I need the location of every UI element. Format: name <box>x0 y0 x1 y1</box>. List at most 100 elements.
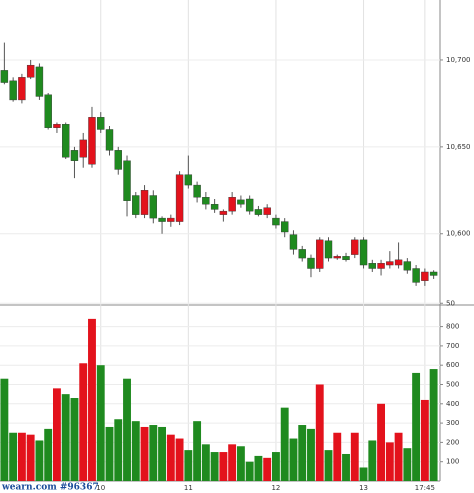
candle-body <box>307 257 315 269</box>
watermark: wearn.com #96367 <box>1 483 99 493</box>
volume-bar <box>403 448 412 481</box>
y-tick-label: 600 <box>446 361 459 369</box>
candle-body <box>280 221 289 233</box>
candle-body <box>9 80 17 101</box>
volume-bar <box>105 426 114 481</box>
candle-body <box>149 195 158 219</box>
volume-bar <box>0 378 9 481</box>
x-tick-label: 11 <box>184 484 193 492</box>
candle-body <box>97 117 105 130</box>
candle-body <box>394 259 403 266</box>
volume-bar <box>280 407 289 481</box>
volume-bar <box>377 403 386 481</box>
volume-bar <box>35 440 44 481</box>
x-tick-label: 13 <box>359 484 368 492</box>
volume-bar <box>123 378 131 481</box>
volume-bar <box>88 318 96 481</box>
volume-bar <box>315 384 324 481</box>
volume-bar <box>263 457 272 481</box>
volume-bar <box>342 453 350 481</box>
x-tick-label: 12 <box>271 484 280 492</box>
candle-body <box>219 210 228 215</box>
candle-body <box>140 190 149 215</box>
x-tick-label: 10 <box>96 484 105 492</box>
volume-bar <box>79 363 88 481</box>
volume-bar <box>368 440 377 481</box>
candle-body <box>18 77 26 101</box>
candle-body <box>184 174 193 186</box>
volume-bar <box>254 455 263 481</box>
volume-bar <box>26 434 35 481</box>
candle-body <box>35 66 44 97</box>
candle-body <box>254 209 263 215</box>
volume-bar <box>333 432 342 481</box>
y-tick-label: 500 <box>446 380 459 388</box>
volume-bar <box>359 467 368 481</box>
volume-bar <box>385 442 394 481</box>
x-tick-label: 17:45 <box>415 484 435 492</box>
candle-body <box>316 239 324 269</box>
candle-body <box>421 271 429 281</box>
candle-body <box>263 207 271 215</box>
candle-body <box>403 261 412 271</box>
volume-bar <box>289 438 298 481</box>
volume-bar <box>114 419 123 481</box>
volume-bar <box>394 432 403 481</box>
volume-bar <box>210 452 219 481</box>
candle-body <box>245 198 254 212</box>
candle-body <box>228 197 236 212</box>
y-tick-label: 10,600 <box>446 230 471 238</box>
candle-body <box>105 129 114 151</box>
volume-bar <box>298 425 307 481</box>
volume-bar <box>193 421 202 481</box>
volume-bar <box>96 365 105 481</box>
candle-body <box>210 204 219 210</box>
candle-body <box>44 94 52 128</box>
y-tick-label: 10,650 <box>446 143 471 151</box>
y-tick-label: 200 <box>446 438 459 446</box>
candle-body <box>123 160 131 201</box>
volume-bar <box>52 388 61 481</box>
candle-body <box>359 239 368 266</box>
candle-body <box>88 117 96 165</box>
candle-body <box>289 234 298 250</box>
candle-body <box>377 263 385 269</box>
volume-bar <box>70 398 79 481</box>
volume-bar <box>166 434 175 481</box>
candle-body <box>342 256 350 261</box>
volume-bar <box>324 450 333 481</box>
volume-bar <box>350 432 359 481</box>
candle-body <box>175 174 184 222</box>
candle-body <box>412 268 420 283</box>
candle-body <box>237 199 245 205</box>
candle-body <box>0 70 9 83</box>
volume-bar <box>219 452 228 481</box>
volume-bar <box>236 446 245 481</box>
volume-bar <box>140 426 149 481</box>
candle-body <box>79 139 87 158</box>
candle-body <box>429 271 438 276</box>
volume-bar <box>412 372 421 481</box>
candle-body <box>167 217 175 222</box>
volume-bar <box>158 426 167 481</box>
candle-body <box>272 217 280 226</box>
volume-bar <box>271 452 280 481</box>
volume-bar <box>44 428 53 481</box>
y-tick-label: 700 <box>446 342 459 350</box>
candle-body <box>132 195 140 215</box>
candle-body <box>70 150 79 161</box>
candle-body <box>114 150 122 170</box>
y-tick-label: 100 <box>446 458 459 466</box>
volume-bar <box>228 444 237 481</box>
volume-bar <box>9 432 18 481</box>
candle-body <box>386 261 394 266</box>
volume-bar <box>131 421 140 481</box>
volume-bar <box>184 450 193 481</box>
volume-bar <box>17 432 26 481</box>
candle-body <box>26 64 35 78</box>
y-tick-label: 50 <box>446 299 455 307</box>
candle-body <box>61 124 70 158</box>
y-tick-label: 800 <box>446 323 459 331</box>
